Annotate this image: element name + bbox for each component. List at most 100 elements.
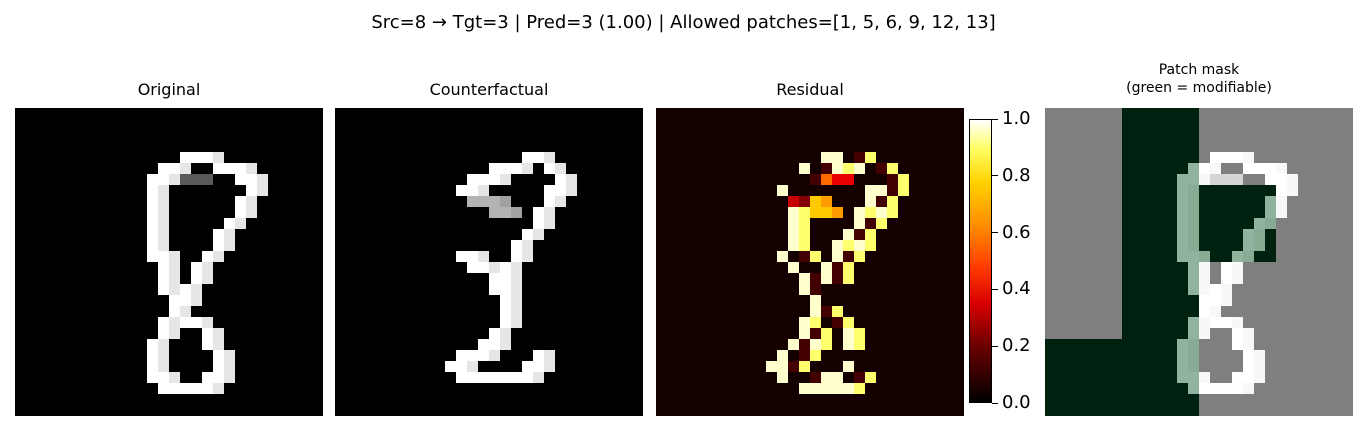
- residual-pixel: [865, 152, 876, 163]
- counterfactual-pixel: [555, 163, 566, 174]
- original-pixel: [158, 240, 169, 251]
- original-pixel: [224, 240, 235, 251]
- colorbar-tick-label: 0.4: [1002, 278, 1031, 300]
- residual-pixel: [799, 229, 810, 240]
- counterfactual-pixel: [544, 152, 555, 163]
- residual-pixel: [766, 361, 777, 372]
- residual-pixel: [843, 240, 854, 251]
- original-pixel: [158, 372, 169, 383]
- counterfactual-pixel: [533, 350, 544, 361]
- residual-pixel: [865, 207, 876, 218]
- original-pixel: [191, 284, 202, 295]
- mask-digit-pixel: [1232, 372, 1243, 383]
- mask-digit-pixel: [1188, 207, 1199, 218]
- residual-pixel: [799, 339, 810, 350]
- counterfactual-pixel: [533, 229, 544, 240]
- mask-digit-pixel: [1232, 317, 1243, 328]
- mask-digit-pixel: [1177, 218, 1188, 229]
- residual-pixel: [832, 163, 843, 174]
- residual-pixel: [865, 218, 876, 229]
- residual-pixel: [865, 240, 876, 251]
- original-pixel: [213, 383, 224, 394]
- counterfactual-pixel: [500, 306, 511, 317]
- residual-pixel: [799, 361, 810, 372]
- counterfactual-pixel: [500, 196, 511, 207]
- original-pixel: [213, 372, 224, 383]
- residual-pixel: [810, 251, 821, 262]
- mask-digit-pixel: [1243, 152, 1254, 163]
- original-pixel: [235, 196, 246, 207]
- panel-title-counterfactual: Counterfactual: [429, 80, 549, 99]
- counterfactual-pixel: [544, 361, 555, 372]
- original-pixel: [169, 174, 180, 185]
- mask-digit-pixel: [1221, 295, 1232, 306]
- original-pixel: [213, 240, 224, 251]
- counterfactual-pixel: [467, 251, 478, 262]
- counterfactual-pixel: [511, 372, 522, 383]
- counterfactual-pixel: [500, 284, 511, 295]
- residual-pixel: [854, 218, 865, 229]
- residual-pixel: [843, 262, 854, 273]
- counterfactual-pixel: [522, 240, 533, 251]
- residual-pixel: [832, 207, 843, 218]
- residual-pixel: [832, 372, 843, 383]
- counterfactual-pixel: [500, 317, 511, 328]
- residual-pixel: [821, 207, 832, 218]
- original-pixel: [147, 372, 158, 383]
- mask-digit-pixel: [1232, 251, 1243, 262]
- residual-pixel: [788, 339, 799, 350]
- mask-digit-pixel: [1276, 207, 1287, 218]
- counterfactual-pixel: [445, 361, 456, 372]
- panel-title-residual: Residual: [776, 80, 844, 99]
- residual-heatmap-panel: [656, 108, 964, 416]
- counterfactual-pixel: [522, 361, 533, 372]
- residual-pixel: [799, 207, 810, 218]
- mask-digit-pixel: [1210, 152, 1221, 163]
- original-pixel: [235, 218, 246, 229]
- counterfactual-pixel: [500, 372, 511, 383]
- counterfactual-pixel: [489, 328, 500, 339]
- mask-digit-pixel: [1221, 262, 1232, 273]
- mask-digit-pixel: [1254, 229, 1265, 240]
- original-pixel: [158, 328, 169, 339]
- counterfactual-pixel: [533, 372, 544, 383]
- residual-pixel: [821, 262, 832, 273]
- original-pixel: [202, 328, 213, 339]
- counterfactual-pixel: [544, 207, 555, 218]
- original-pixel: [235, 174, 246, 185]
- patch-allowed: [1122, 108, 1199, 185]
- mask-digit-pixel: [1221, 174, 1232, 185]
- counterfactual-pixel: [478, 196, 489, 207]
- counterfactual-pixel: [566, 185, 577, 196]
- original-pixel: [213, 229, 224, 240]
- original-pixel: [202, 383, 213, 394]
- original-pixel: [235, 163, 246, 174]
- original-pixel: [158, 163, 169, 174]
- figure-suptitle: Src=8 → Tgt=3 | Pred=3 (1.00) | Allowed …: [371, 12, 996, 33]
- residual-pixel: [843, 339, 854, 350]
- mask-digit-pixel: [1276, 196, 1287, 207]
- original-pixel: [147, 196, 158, 207]
- counterfactual-pixel: [522, 152, 533, 163]
- residual-pixel: [788, 218, 799, 229]
- residual-pixel: [799, 383, 810, 394]
- mask-digit-pixel: [1177, 174, 1188, 185]
- mask-digit-pixel: [1210, 295, 1221, 306]
- mask-digit-pixel: [1177, 240, 1188, 251]
- counterfactual-pixel: [489, 174, 500, 185]
- residual-pixel: [821, 273, 832, 284]
- colorbar-tick-label: 0.0: [1002, 392, 1031, 413]
- mask-digit-pixel: [1188, 317, 1199, 328]
- original-pixel: [191, 174, 202, 185]
- residual-pixel: [799, 251, 810, 262]
- mask-digit-pixel: [1199, 174, 1210, 185]
- patch-locked: [1045, 185, 1122, 262]
- residual-pixel: [799, 218, 810, 229]
- residual-pixel: [898, 174, 909, 185]
- residual-pixel: [854, 251, 865, 262]
- mask-digit-pixel: [1221, 317, 1232, 328]
- residual-pixel: [788, 361, 799, 372]
- original-pixel: [158, 350, 169, 361]
- mask-digit-pixel: [1199, 328, 1210, 339]
- residual-pixel: [843, 163, 854, 174]
